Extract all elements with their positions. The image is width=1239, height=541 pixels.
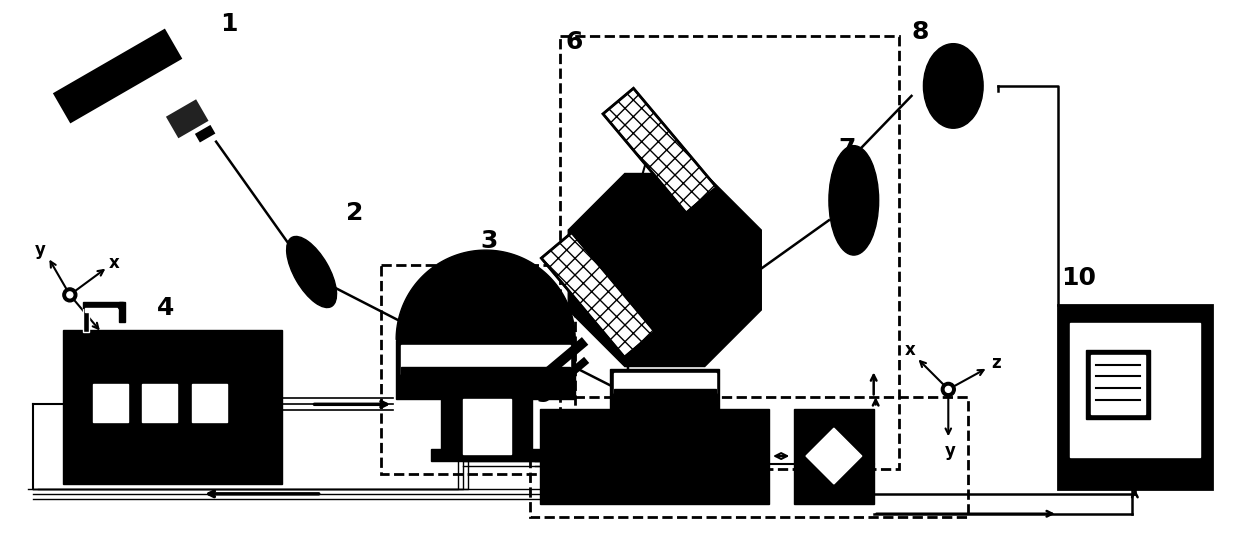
Text: y: y bbox=[945, 442, 955, 460]
Bar bbox=[1069, 323, 1201, 457]
Text: 7: 7 bbox=[839, 136, 856, 161]
Ellipse shape bbox=[923, 44, 983, 128]
Bar bbox=[63, 329, 281, 484]
Polygon shape bbox=[53, 29, 182, 123]
Text: x: x bbox=[906, 341, 916, 359]
Polygon shape bbox=[561, 357, 590, 382]
Text: 4: 4 bbox=[157, 296, 175, 320]
Bar bbox=[431, 449, 550, 461]
Bar bbox=[84, 308, 116, 312]
Bar bbox=[83, 302, 89, 332]
Bar bbox=[530, 397, 968, 517]
Bar bbox=[119, 302, 125, 322]
Text: y: y bbox=[35, 241, 46, 259]
Circle shape bbox=[63, 288, 77, 302]
Polygon shape bbox=[166, 100, 208, 138]
Polygon shape bbox=[396, 250, 575, 340]
Bar bbox=[615, 373, 715, 393]
Polygon shape bbox=[807, 428, 862, 484]
Bar bbox=[1058, 305, 1212, 489]
Text: 10: 10 bbox=[1061, 266, 1095, 290]
Text: 1: 1 bbox=[221, 12, 238, 36]
Ellipse shape bbox=[829, 146, 878, 255]
Bar bbox=[93, 385, 128, 422]
Bar bbox=[401, 345, 570, 374]
Circle shape bbox=[942, 382, 955, 397]
Bar bbox=[510, 399, 533, 454]
Bar bbox=[615, 390, 715, 399]
Text: 9: 9 bbox=[535, 384, 553, 407]
Bar bbox=[794, 410, 873, 504]
Bar bbox=[382, 265, 575, 474]
Text: z: z bbox=[991, 353, 1001, 372]
Text: 5: 5 bbox=[544, 301, 561, 325]
Bar bbox=[192, 385, 227, 422]
Bar bbox=[396, 340, 575, 399]
Bar bbox=[441, 399, 463, 454]
Text: z: z bbox=[102, 334, 112, 352]
Circle shape bbox=[67, 292, 73, 298]
Text: 3: 3 bbox=[481, 229, 498, 253]
Bar bbox=[463, 399, 510, 454]
Bar bbox=[1085, 349, 1150, 419]
Polygon shape bbox=[569, 174, 761, 366]
Text: 6: 6 bbox=[565, 30, 582, 54]
Text: 8: 8 bbox=[912, 20, 929, 44]
Circle shape bbox=[945, 386, 952, 392]
Bar bbox=[83, 302, 123, 308]
Bar bbox=[540, 410, 769, 504]
Polygon shape bbox=[195, 125, 216, 142]
Text: 2: 2 bbox=[347, 201, 364, 225]
Polygon shape bbox=[541, 233, 655, 357]
Ellipse shape bbox=[286, 236, 337, 307]
Bar bbox=[142, 385, 177, 422]
Polygon shape bbox=[603, 88, 716, 213]
Bar bbox=[1090, 354, 1145, 414]
Bar bbox=[610, 370, 720, 411]
Text: x: x bbox=[109, 254, 120, 272]
Polygon shape bbox=[543, 337, 589, 378]
Bar bbox=[401, 367, 570, 375]
Bar bbox=[560, 36, 898, 469]
